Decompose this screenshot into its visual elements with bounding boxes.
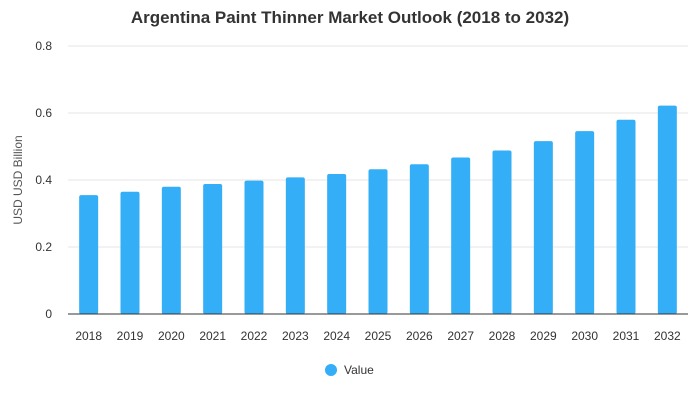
legend-item-value[interactable]: Value: [325, 363, 374, 377]
x-tick-label: 2020: [158, 329, 185, 343]
bar-2031[interactable]: [616, 119, 636, 314]
x-tick-label: 2031: [613, 329, 640, 343]
x-tick-label: 2023: [282, 329, 309, 343]
bar-2018[interactable]: [79, 195, 99, 314]
x-tick-label: 2032: [654, 329, 681, 343]
x-tick-label: 2022: [241, 329, 268, 343]
legend: Value: [325, 363, 374, 377]
y-tick-label: 0.8: [35, 39, 52, 53]
bar-2025[interactable]: [368, 169, 388, 314]
axes: 0 0.2 0.4 0.6 0.8 USD USD Billion 2018 2019 2020…: [11, 39, 688, 343]
x-tick-label: 2027: [447, 329, 474, 343]
y-axis-title: USD USD Billion: [11, 135, 25, 224]
y-tick-label: 0.4: [35, 173, 52, 187]
bar-2023[interactable]: [285, 177, 305, 314]
bar-2020[interactable]: [161, 186, 181, 314]
y-tick-label: 0: [45, 307, 52, 321]
bar-2032[interactable]: [657, 105, 677, 314]
bar-2028[interactable]: [492, 150, 512, 314]
chart-title: Argentina Paint Thinner Market Outlook (…: [130, 8, 570, 27]
legend-marker: [325, 364, 337, 376]
bar-2022[interactable]: [244, 180, 264, 314]
y-tick-label: 0.2: [35, 240, 52, 254]
x-tick-label: 2029: [530, 329, 557, 343]
x-tick-label: 2019: [117, 329, 144, 343]
bars: [79, 105, 677, 314]
bar-2026[interactable]: [409, 164, 429, 314]
x-tick-label: 2026: [406, 329, 433, 343]
x-tick-label: 2030: [571, 329, 598, 343]
y-tick-label: 0.6: [35, 106, 52, 120]
x-tick-label: 2021: [199, 329, 226, 343]
bar-2030[interactable]: [575, 131, 595, 314]
legend-label: Value: [344, 363, 374, 377]
x-tick-label: 2025: [365, 329, 392, 343]
bar-2021[interactable]: [203, 184, 223, 314]
bar-2024[interactable]: [327, 173, 347, 314]
bar-2027[interactable]: [451, 157, 471, 314]
x-tick-label: 2024: [323, 329, 350, 343]
bar-2029[interactable]: [533, 141, 553, 314]
x-tick-label: 2018: [75, 329, 102, 343]
bar-2019[interactable]: [120, 191, 140, 314]
x-tick-label: 2028: [489, 329, 516, 343]
